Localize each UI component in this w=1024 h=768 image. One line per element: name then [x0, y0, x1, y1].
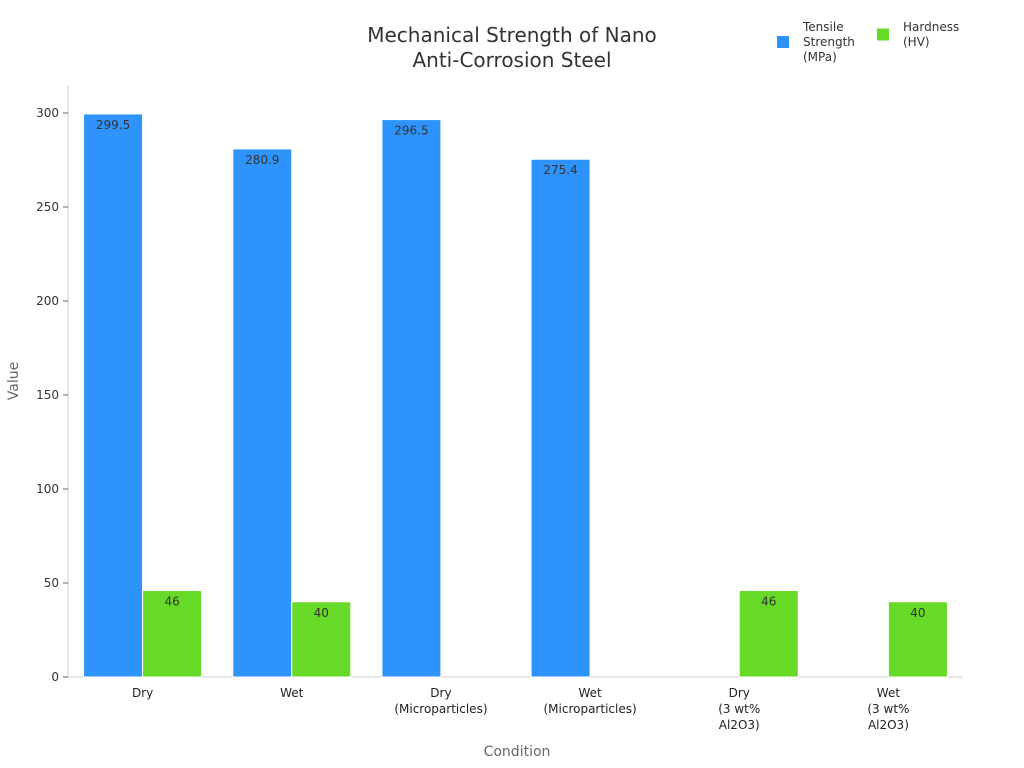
x-tick-label: (3 wt%	[718, 702, 760, 716]
y-tick-label: 300	[36, 106, 59, 120]
y-tick-label: 0	[51, 670, 59, 684]
data-label: 46	[164, 595, 179, 609]
data-label: 40	[910, 606, 925, 620]
chart-title: Anti-Corrosion Steel	[412, 48, 611, 72]
data-label: 296.5	[394, 124, 428, 138]
chart-title: Mechanical Strength of Nano	[367, 23, 657, 47]
data-label: 46	[761, 595, 776, 609]
data-label: 275.4	[543, 163, 577, 177]
data-label: 40	[314, 606, 329, 620]
bar-hardness	[738, 590, 799, 678]
y-tick-label: 200	[36, 294, 59, 308]
bar-tensile	[232, 148, 293, 678]
x-tick-label: (Microparticles)	[543, 702, 636, 716]
legend-swatch	[877, 28, 889, 41]
bar-hardness	[142, 590, 203, 678]
x-tick-label: Al2O3)	[719, 718, 760, 732]
x-axis-label: Condition	[484, 744, 551, 760]
y-tick-label: 150	[36, 388, 59, 402]
data-label: 299.5	[96, 118, 130, 132]
x-tick-label: (Microparticles)	[394, 702, 487, 716]
legend-label: Strength	[803, 35, 855, 49]
x-tick-label: Wet	[280, 686, 304, 700]
bar-tensile	[83, 113, 144, 678]
x-tick-label: Wet	[877, 686, 901, 700]
x-tick-label: Wet	[578, 686, 602, 700]
y-tick-label: 250	[36, 200, 59, 214]
y-axis-label: Value	[6, 362, 22, 400]
legend-label: (HV)	[903, 35, 930, 49]
bar-hardness	[291, 601, 352, 678]
y-tick-label: 100	[36, 482, 59, 496]
x-tick-label: Al2O3)	[868, 718, 909, 732]
legend-label: (MPa)	[803, 50, 837, 64]
bar-tensile	[530, 158, 591, 678]
x-tick-label: Dry	[729, 686, 750, 700]
y-tick-label: 50	[44, 576, 59, 590]
bar-tensile	[381, 119, 442, 678]
bar-hardness	[887, 601, 948, 678]
x-tick-label: Dry	[132, 686, 153, 700]
legend-swatch	[777, 36, 789, 48]
legend-label: Hardness	[903, 20, 959, 34]
data-label: 280.9	[245, 153, 279, 167]
legend-label: Tensile	[802, 20, 844, 34]
x-tick-label: (3 wt%	[867, 702, 909, 716]
x-tick-label: Dry	[430, 686, 451, 700]
